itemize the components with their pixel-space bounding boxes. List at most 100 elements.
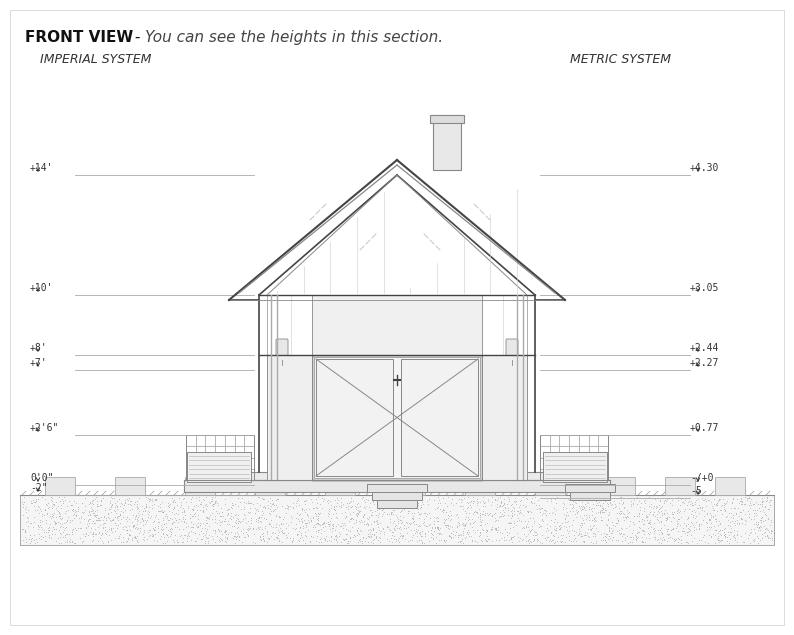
Point [510,520,522,530]
Point [502,504,515,514]
Point [725,508,738,518]
Point [577,535,590,545]
Point [539,511,552,521]
Point [491,527,503,537]
Point [458,523,471,533]
Point [322,516,334,526]
Point [446,522,459,532]
Point [402,496,414,506]
Point [553,521,566,531]
Point [450,521,463,531]
Point [57,492,70,502]
Point [376,504,389,514]
Point [389,525,402,535]
Point [648,532,661,542]
Point [130,496,143,506]
Point [566,520,579,530]
Point [148,525,160,535]
Point [311,515,324,525]
Point [614,506,626,516]
Point [591,498,603,508]
Point [176,503,189,513]
Point [53,531,66,542]
Point [195,499,207,509]
Point [72,506,85,516]
Point [757,516,769,526]
Point [137,531,150,542]
Point [294,509,306,519]
Point [64,517,76,527]
Point [264,504,276,514]
Point [50,518,63,528]
Point [298,515,310,525]
Point [385,533,398,543]
Point [345,513,358,523]
Point [739,498,752,509]
Point [235,537,248,547]
Bar [186,435,254,480]
Point [406,531,418,542]
Point [155,520,168,530]
Point [499,502,511,512]
Point [64,536,76,546]
Point [525,497,538,507]
Point [48,516,60,526]
Point [452,512,464,522]
Point [725,497,738,507]
Point [272,512,285,522]
Point [429,523,441,533]
Point [17,535,29,545]
Point [423,536,436,546]
Point [563,531,576,541]
Point [252,512,265,523]
Point [588,516,600,526]
Point [79,501,91,511]
Point [695,535,707,545]
Point [461,503,473,513]
Point [418,517,430,527]
Point [507,522,519,532]
Point [488,493,501,504]
Point [722,519,734,530]
Point [102,508,115,518]
Point [314,519,326,530]
Point [581,493,594,504]
Point [732,518,745,528]
Point [154,499,167,509]
Point [200,524,213,534]
Point [461,528,473,538]
Point [431,521,444,531]
Point [529,492,542,502]
Point [384,500,396,511]
Point [178,514,191,524]
Point [256,506,268,516]
Point [239,511,252,521]
Point [28,530,40,540]
Point [104,498,117,509]
Point [482,494,495,504]
Point [339,534,352,544]
Text: +2.44: +2.44 [690,343,719,353]
Point [302,511,314,521]
Point [756,497,769,507]
Point [616,524,629,534]
Point [287,502,299,512]
Point [502,511,515,521]
Point [658,496,671,506]
Point [324,519,337,529]
Point [607,532,619,542]
Point [31,537,44,547]
Point [703,525,716,535]
Point [501,530,514,540]
Point [605,535,618,545]
Point [229,510,241,520]
Point [112,511,125,521]
Point [678,495,691,505]
Point [252,512,265,522]
Point [206,514,218,525]
Point [255,535,268,545]
Point [754,499,766,509]
Point [182,521,195,531]
Point [745,500,757,510]
Point [187,519,199,529]
